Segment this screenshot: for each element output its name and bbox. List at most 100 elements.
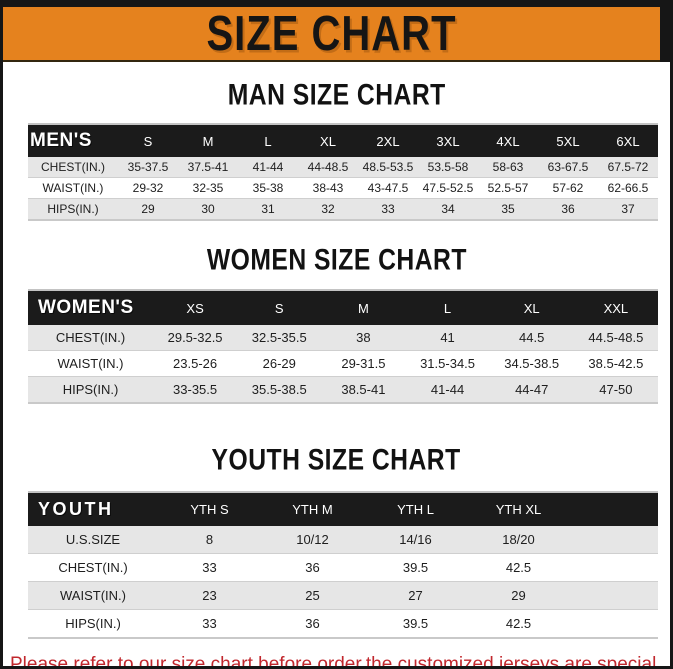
size-column-header: 2XL [376, 133, 400, 149]
size-column-header: M [357, 300, 369, 316]
section-youth-size-chart: YOUTH SIZE CHART YOUTH YTH S YTH M YTH L YTH… [3, 442, 670, 639]
size-value-cell: 58-63 [492, 160, 524, 174]
size-value-cell: 42.5 [505, 560, 532, 575]
women-section-title: WOMEN SIZE CHART [206, 241, 467, 277]
size-column-header: XS [186, 300, 204, 316]
size-value-cell: 34 [441, 202, 455, 216]
size-value-cell: 38.5-42.5 [588, 356, 644, 371]
size-value-cell: 29.5-32.5 [167, 330, 223, 345]
size-value-cell: 10/12 [296, 532, 329, 547]
measurement-label: CHEST(IN.) [58, 560, 128, 575]
size-value-cell: 36 [561, 202, 575, 216]
size-value-cell: 26-29 [262, 356, 296, 371]
spacer-cell [570, 582, 658, 610]
size-value-cell: 29 [511, 588, 526, 603]
size-column-header: M [202, 133, 214, 149]
size-column-header: 5XL [556, 133, 580, 149]
man-size-table: MEN'S S M L XL 2XL 3XL 4XL 5XL 6XL CHEST(IN.) 35-37… [28, 123, 658, 221]
size-value-cell: 62-66.5 [607, 181, 649, 195]
spacer-column [570, 492, 658, 526]
section-women-size-chart: WOMEN SIZE CHART WOMEN'S XS S M L XL XXL CHEST(… [3, 241, 670, 404]
measurement-label: CHEST(IN.) [55, 330, 126, 345]
size-value-cell: 67.5-72 [607, 160, 649, 174]
measurement-row: HIPS(IN.) 29 30 31 32 33 34 35 36 37 [28, 198, 658, 220]
size-value-cell: 43-47.5 [367, 181, 409, 195]
size-value-cell: 33 [381, 202, 395, 216]
size-column-header: L [443, 300, 452, 316]
size-value-cell: 37.5-41 [187, 160, 229, 174]
section-man-size-chart: MAN SIZE CHART MEN'S S M L XL 2XL 3XL 4XL 5XL 6XL… [3, 77, 670, 221]
youth-size-table: YOUTH YTH S YTH M YTH L YTH XL U.S.SIZE 8 10/12… [28, 491, 658, 639]
size-column-header: XL [523, 300, 540, 316]
table-body: CHEST(IN.) 29.5-32.5 32.5-35.5 38 41 44.5 44.5… [28, 325, 658, 403]
measurement-row: WAIST(IN.) 29-32 32-35 35-38 38-43 43-47.5 47.… [28, 177, 658, 199]
size-value-cell: 52.5-57 [487, 181, 529, 195]
size-value-cell: 35.5-38.5 [251, 382, 307, 397]
size-value-cell: 27 [408, 588, 423, 603]
table-header-row: WOMEN'S XS S M L XL XXL [28, 290, 658, 325]
size-value-cell: 29-31.5 [341, 356, 386, 371]
size-value-cell: 33 [202, 560, 217, 575]
size-value-cell: 38-43 [312, 181, 344, 195]
size-value-cell: 41-44 [252, 160, 284, 174]
size-value-cell: 47-50 [599, 382, 633, 397]
table-title-cell: WOMEN'S [38, 297, 134, 318]
measurement-row: CHEST(IN.) 29.5-32.5 32.5-35.5 38 41 44.5 44.5… [28, 325, 658, 351]
orange-banner: SIZE CHART [3, 7, 660, 62]
measurement-row: HIPS(IN.) 33-35.5 35.5-38.5 38.5-41 41-44 44-… [28, 376, 658, 403]
measurement-label: HIPS(IN.) [65, 616, 121, 631]
size-value-cell: 18/20 [502, 532, 535, 547]
size-column-header: YTH S [190, 502, 229, 517]
measurement-label: WAIST(IN.) [60, 588, 126, 603]
size-value-cell: 37 [621, 202, 635, 216]
size-value-cell: 44.5 [519, 330, 545, 345]
measurement-label: HIPS(IN.) [62, 382, 119, 397]
size-column-header: L [264, 133, 272, 149]
size-column-header: YTH M [292, 502, 333, 517]
size-value-cell: 53.5-58 [427, 160, 469, 174]
disclaimer-line-1: Please refer to our size chart before or… [10, 654, 657, 669]
size-value-cell: 8 [205, 532, 214, 547]
table-head: YOUTH YTH S YTH M YTH L YTH XL [28, 492, 658, 526]
size-value-cell: 31 [261, 202, 275, 216]
size-value-cell: 39.5 [402, 560, 429, 575]
size-value-cell: 44.5-48.5 [588, 330, 644, 345]
size-value-cell: 35-37.5 [127, 160, 169, 174]
size-value-cell: 48.5-53.5 [362, 160, 414, 174]
size-value-cell: 41-44 [430, 382, 465, 397]
measurement-label: WAIST(IN.) [42, 181, 104, 195]
measurement-row: U.S.SIZE 8 10/12 14/16 18/20 [28, 526, 658, 554]
women-size-table: WOMEN'S XS S M L XL XXL CHEST(IN.) 29.5-32.5 32.5… [28, 289, 658, 404]
charts-area: MAN SIZE CHART MEN'S S M L XL 2XL 3XL 4XL 5XL 6XL… [3, 77, 670, 639]
size-value-cell: 23 [202, 588, 217, 603]
size-value-cell: 34.5-38.5 [504, 356, 560, 371]
top-black-bar [3, 0, 670, 7]
size-column-header: XXL [603, 300, 629, 316]
size-value-cell: 38.5-41 [341, 382, 386, 397]
size-value-cell: 25 [305, 588, 320, 603]
size-value-cell: 14/16 [399, 532, 432, 547]
size-value-cell: 32.5-35.5 [251, 330, 307, 345]
size-value-cell: 35 [501, 202, 515, 216]
size-column-header: XL [320, 133, 336, 149]
table-head: MEN'S S M L XL 2XL 3XL 4XL 5XL 6XL [28, 124, 658, 157]
size-value-cell: 32-35 [192, 181, 224, 195]
main-header: SIZE CHART [3, 0, 670, 62]
size-column-header: YTH L [397, 502, 434, 517]
size-value-cell: 36 [305, 616, 320, 631]
measurement-label: CHEST(IN.) [41, 160, 105, 174]
page-title: SIZE CHART [206, 6, 457, 61]
measurement-row: CHEST(IN.) 33 36 39.5 42.5 [28, 553, 658, 582]
size-value-cell: 23.5-26 [173, 356, 218, 371]
table-body: CHEST(IN.) 35-37.5 37.5-41 41-44 44-48.5 48.5… [28, 157, 658, 220]
spacer-cell [570, 554, 658, 582]
measurement-row: WAIST(IN.) 23.5-26 26-29 29-31.5 31.5-34.5 34… [28, 350, 658, 377]
size-value-cell: 63-67.5 [547, 160, 589, 174]
size-value-cell: 42.5 [505, 616, 532, 631]
banner-row: SIZE CHART [3, 7, 670, 62]
measurement-row: WAIST(IN.) 23 25 27 29 [28, 581, 658, 610]
size-value-cell: 47.5-52.5 [422, 181, 474, 195]
spacer-cell [570, 610, 658, 639]
size-value-cell: 39.5 [402, 616, 429, 631]
